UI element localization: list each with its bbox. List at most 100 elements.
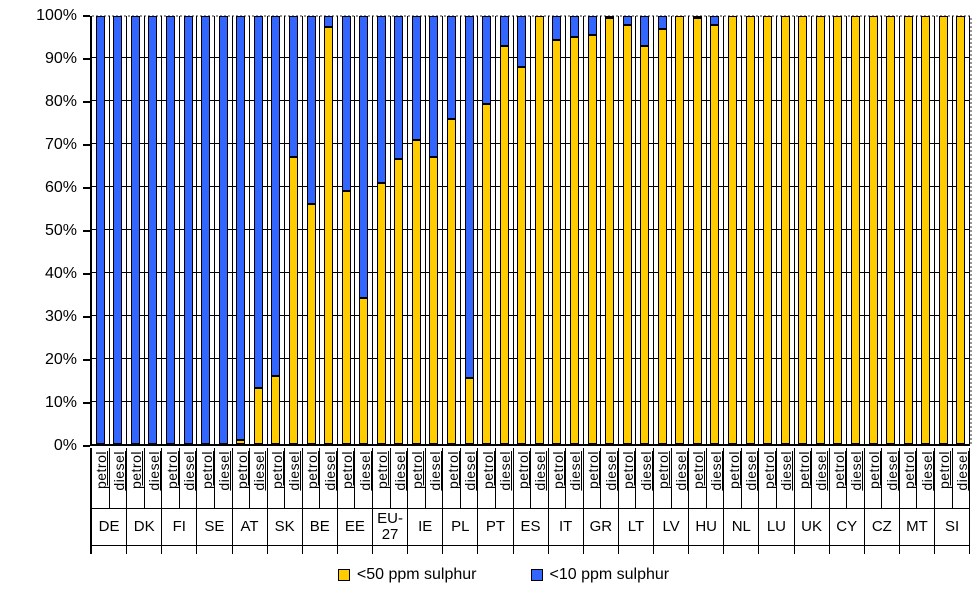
stacked-bar-GR-petrol <box>587 16 597 444</box>
segment-lt50ppm <box>903 16 913 444</box>
bar-cell-SK-diesel <box>285 16 303 444</box>
y-axis-label: 20% <box>44 351 77 368</box>
bar-cell-ES-petrol <box>514 16 532 444</box>
y-axis-tick <box>83 101 90 103</box>
fuel-label-cell: diesel <box>215 448 233 508</box>
fuel-label: petrol <box>549 451 566 490</box>
stacked-bar-HU-diesel <box>710 16 720 444</box>
country-label-FI: FI <box>162 509 198 545</box>
stacked-bar-LT-petrol <box>622 16 632 444</box>
fuel-label: diesel <box>707 451 724 491</box>
bar-cell-CZ-petrol <box>865 16 883 444</box>
segment-lt50ppm <box>763 16 773 444</box>
stacked-bar-PL-diesel <box>464 16 474 444</box>
legend-item-lt10: <10 ppm sulphur <box>530 566 669 584</box>
bar-cell-CZ-diesel <box>882 16 900 444</box>
segment-lt10ppm <box>657 16 667 29</box>
y-axis-tick <box>83 144 90 146</box>
segment-lt50ppm <box>745 16 755 444</box>
fuel-label-cell: petrol <box>795 448 813 508</box>
stacked-bar-CY-petrol <box>833 16 843 444</box>
stacked-bar-BE-petrol <box>306 16 316 444</box>
stacked-bar-IT-petrol <box>552 16 562 444</box>
x-axis-fuel-labels: petrol diesel petrol diesel petrol diesel petr… <box>90 448 971 509</box>
y-axis-tick <box>83 187 90 189</box>
fuel-label: diesel <box>848 451 865 491</box>
y-axis-label: 80% <box>44 93 77 110</box>
fuel-label-cell: diesel <box>812 448 830 508</box>
fuel-label-cell: diesel <box>847 448 865 508</box>
bar-cell-PL-diesel <box>461 16 479 444</box>
fuel-label-cell: petrol <box>830 448 848 508</box>
fuel-label: diesel <box>637 451 654 491</box>
stacked-bar-BE-diesel <box>324 16 334 444</box>
segment-lt10ppm <box>710 16 720 25</box>
country-label-BE: BE <box>303 509 338 545</box>
group-tick <box>689 546 725 554</box>
bar-cell-LV-diesel <box>672 16 690 444</box>
segment-lt10ppm <box>692 16 702 19</box>
segment-lt50ppm <box>798 16 808 444</box>
y-axis-label: 60% <box>44 179 77 196</box>
fuel-label: petrol <box>479 451 496 490</box>
fuel-label: petrol <box>409 451 426 490</box>
y-axis-tick <box>83 273 90 275</box>
y-axis-label: 100% <box>36 7 77 24</box>
fuel-label-cell: petrol <box>408 448 426 508</box>
segment-lt10ppm <box>411 16 421 141</box>
fuel-label-cell: diesel <box>672 448 690 508</box>
fuel-label: petrol <box>304 451 321 490</box>
fuel-label: diesel <box>181 451 198 491</box>
fuel-label-cell: petrol <box>162 448 180 508</box>
group-tick <box>478 546 514 554</box>
y-axis-tick <box>83 402 90 404</box>
fuel-label-cell: diesel <box>882 448 900 508</box>
segment-lt10ppm <box>605 16 615 19</box>
stacked-bar-CY-diesel <box>850 16 860 444</box>
segment-lt10ppm <box>148 16 158 444</box>
segment-lt10ppm <box>447 16 457 119</box>
country-label-SK: SK <box>268 509 303 545</box>
group-tick <box>935 546 971 554</box>
y-axis-tick <box>83 316 90 318</box>
fuel-label-cell: diesel <box>777 448 795 508</box>
stacked-bar-LV-petrol <box>657 16 667 444</box>
fuel-label-cell: petrol <box>935 448 953 508</box>
bar-cell-EU-27-petrol <box>373 16 391 444</box>
segment-lt50ppm <box>482 103 492 444</box>
fuel-label-cell: diesel <box>707 448 725 508</box>
bar-cell-PT-diesel <box>496 16 514 444</box>
country-label-CZ: CZ <box>865 509 900 545</box>
fuel-label-cell: diesel <box>285 448 303 508</box>
group-tick <box>654 546 690 554</box>
stacked-bar-LU-petrol <box>763 16 773 444</box>
bar-cell-IT-petrol <box>549 16 567 444</box>
y-axis-tick <box>83 15 90 17</box>
stacked-bar-DE-diesel <box>113 16 123 444</box>
segment-lt50ppm <box>341 191 351 444</box>
fuel-label: diesel <box>918 451 935 491</box>
legend-label: <50 ppm sulphur <box>356 566 477 583</box>
segment-lt50ppm <box>324 26 334 444</box>
fuel-label: diesel <box>813 451 830 491</box>
fuel-label-cell: diesel <box>391 448 409 508</box>
y-axis-label: 40% <box>44 265 77 282</box>
stacked-bar-SE-petrol <box>201 16 211 444</box>
segment-lt10ppm <box>640 16 650 46</box>
stacked-bar-EE-diesel <box>359 16 369 444</box>
country-label-SI: SI <box>935 509 971 545</box>
bar-cell-AT-diesel <box>250 16 268 444</box>
stacked-bar-NL-petrol <box>728 16 738 444</box>
stacked-bar-PT-petrol <box>482 16 492 444</box>
segment-lt50ppm <box>780 16 790 444</box>
country-label-DE: DE <box>92 509 128 545</box>
bar-cell-HU-petrol <box>689 16 707 444</box>
country-label-EU-27: EU-27 <box>373 509 409 545</box>
plot-top-border <box>92 15 972 17</box>
stacked-bar-HU-petrol <box>692 16 702 444</box>
bar-cell-DK-petrol <box>127 16 145 444</box>
bar-cell-GR-diesel <box>601 16 619 444</box>
segment-lt10ppm <box>201 16 211 444</box>
stacked-bar-SK-petrol <box>271 16 281 444</box>
